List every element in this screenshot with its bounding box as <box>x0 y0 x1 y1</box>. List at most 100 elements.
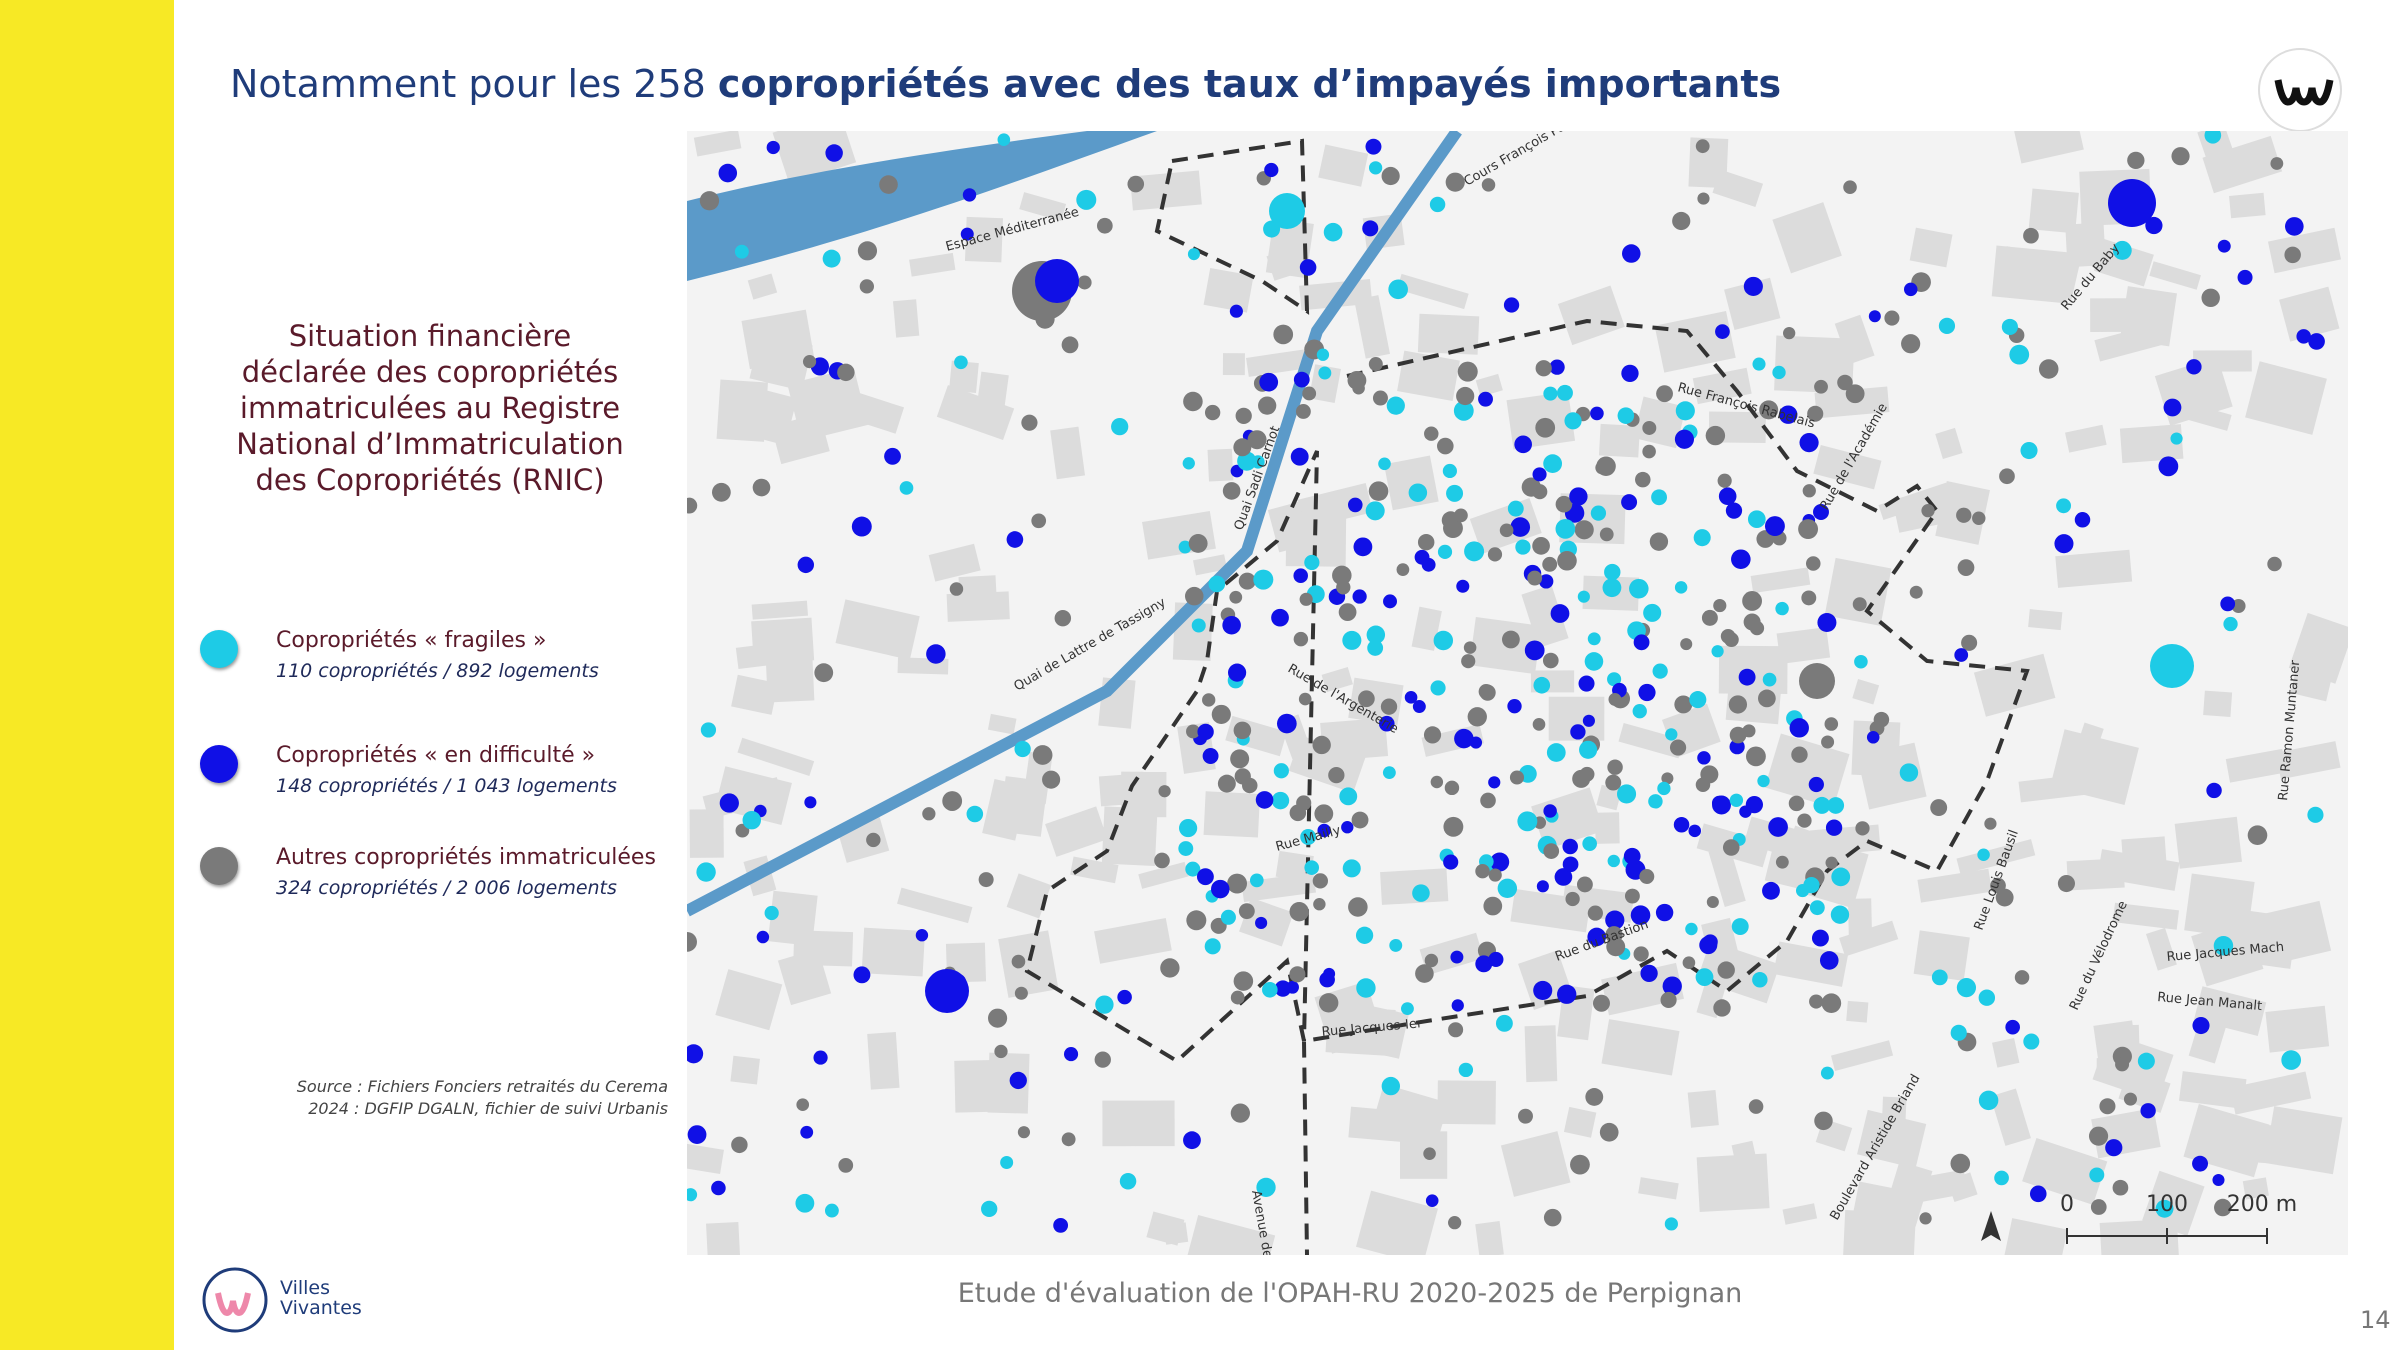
building <box>1050 426 1086 480</box>
building <box>1308 364 1341 404</box>
map-point <box>2127 151 2145 170</box>
map-point <box>1532 467 1547 482</box>
map-point <box>960 227 974 241</box>
map-point <box>2074 512 2091 528</box>
map-point <box>1536 880 1549 893</box>
map-point <box>1680 638 1693 651</box>
map-point <box>1230 990 1245 1005</box>
map-point <box>1579 740 1598 759</box>
map-point <box>1775 601 1789 616</box>
map-point <box>1689 691 1707 709</box>
map-point <box>1368 161 1383 175</box>
boundary <box>1154 138 1310 315</box>
building <box>2142 1170 2205 1236</box>
building <box>1266 246 1304 281</box>
building <box>1909 227 1953 268</box>
side-bar <box>0 0 174 1350</box>
building <box>1990 1088 2031 1146</box>
map-point <box>1590 406 1604 421</box>
map-point <box>711 482 731 502</box>
map-point <box>1347 497 1363 513</box>
building <box>2028 609 2063 631</box>
map-point <box>1247 430 1267 450</box>
building <box>1764 733 1850 808</box>
map-point <box>1365 138 1382 155</box>
map-point <box>1814 1111 1833 1131</box>
map-point <box>1837 374 1853 391</box>
map-point <box>1235 407 1252 425</box>
map-point <box>1443 854 1459 870</box>
map-point <box>1775 855 1789 869</box>
map-point <box>1031 513 1047 529</box>
map-point <box>2145 216 2163 235</box>
map-point <box>1258 396 1277 415</box>
building <box>977 371 1009 406</box>
building <box>1743 816 1806 860</box>
map-point <box>1621 364 1639 383</box>
map-point <box>1602 578 1622 598</box>
map-point <box>1412 884 1430 902</box>
building <box>2003 1218 2068 1255</box>
map-point <box>1443 816 1464 837</box>
building <box>1557 285 1625 346</box>
building <box>1882 1161 1933 1227</box>
map-point <box>1584 652 1604 671</box>
building <box>1956 839 2036 875</box>
map-point <box>804 796 817 809</box>
map-point <box>1423 1147 1436 1160</box>
map-point <box>1463 641 1477 654</box>
building <box>1548 696 1605 741</box>
map-point <box>1789 718 1809 738</box>
map-point <box>1017 1126 1031 1139</box>
map-point <box>2056 498 2072 514</box>
map-point <box>1273 763 1289 779</box>
map-point <box>838 1158 854 1173</box>
map-point <box>766 140 780 155</box>
map-point <box>1685 922 1698 936</box>
building <box>777 948 832 1006</box>
map-point <box>1743 613 1761 631</box>
building <box>1595 812 1620 844</box>
map-point <box>1587 632 1601 646</box>
map-point <box>1884 310 1900 326</box>
map-point <box>1178 540 1192 554</box>
map-point <box>1342 859 1361 878</box>
building <box>747 273 778 300</box>
map-point <box>1570 1154 1590 1175</box>
building <box>1696 1153 1770 1212</box>
building <box>1288 735 1366 794</box>
building <box>1094 918 1172 964</box>
map-point <box>1652 663 1668 679</box>
building <box>1638 1177 1679 1200</box>
building <box>2226 908 2298 969</box>
title: Notamment pour les 258 copropriétés avec… <box>230 62 1781 106</box>
map-point <box>1381 1076 1401 1096</box>
map-point <box>2057 874 2075 893</box>
scale-label: 0 <box>2060 1192 2074 1217</box>
map-point <box>1289 902 1309 922</box>
map-point <box>1456 386 1475 406</box>
map-point <box>1814 379 1828 394</box>
map-point <box>1478 684 1494 700</box>
map-point <box>1457 361 1478 382</box>
building <box>1973 653 2056 717</box>
logo-text: Villes Vivantes <box>280 1278 362 1318</box>
map-point <box>1783 326 1796 340</box>
map-point <box>1011 954 1026 969</box>
map-point <box>2170 432 2183 445</box>
map-point <box>1396 563 1410 576</box>
building <box>2178 1071 2247 1109</box>
map-point <box>1021 414 1038 431</box>
map-point <box>1502 630 1520 649</box>
map-point <box>1752 357 1766 371</box>
map-point <box>1317 823 1331 838</box>
map-point <box>1772 365 1786 380</box>
map-point <box>2005 1019 2020 1035</box>
map-point <box>1569 487 1588 506</box>
map-point <box>1633 946 1649 962</box>
map-point <box>795 1193 815 1213</box>
map-point <box>1527 570 1543 586</box>
building <box>1318 144 1369 187</box>
map-point <box>1665 728 1678 741</box>
map-point <box>1599 1122 1619 1142</box>
